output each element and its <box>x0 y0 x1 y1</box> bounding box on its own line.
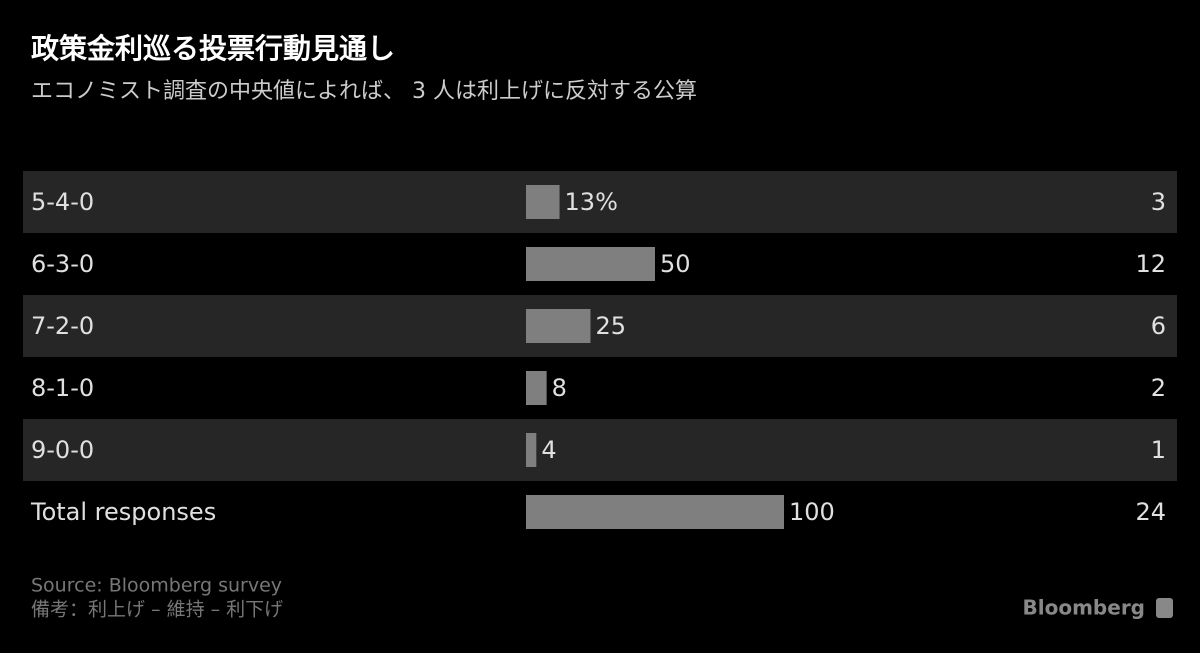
note: 備考：利上げ – 維持 – 利下げ <box>31 599 283 621</box>
count: 3 <box>1151 188 1166 216</box>
value-label: 8 <box>552 374 567 402</box>
count: 12 <box>1135 250 1166 278</box>
count: 2 <box>1151 374 1166 402</box>
value-label: 4 <box>541 436 556 464</box>
row-label: 7-2-0 <box>31 312 94 340</box>
row-label: Total responses <box>30 498 216 526</box>
value-label: 25 <box>596 312 627 340</box>
chart-title: 政策金利巡る投票行動見通し <box>31 32 395 65</box>
bar <box>526 185 560 219</box>
value-label: 50 <box>660 250 691 278</box>
count: 6 <box>1151 312 1166 340</box>
row-background <box>23 419 1177 481</box>
row-label: 8-1-0 <box>31 374 94 402</box>
count: 1 <box>1151 436 1166 464</box>
row-label: 9-0-0 <box>31 436 94 464</box>
bar <box>526 371 547 405</box>
count: 24 <box>1135 498 1166 526</box>
bar <box>526 247 655 281</box>
bar <box>526 433 537 467</box>
row-label: 5-4-0 <box>31 188 94 216</box>
row-background <box>23 295 1177 357</box>
bar <box>526 309 591 343</box>
logo: Bloomberg <box>1023 596 1145 620</box>
logo-icon <box>1156 598 1173 618</box>
bar <box>526 495 784 529</box>
chart-subtitle: エコノミスト調査の中央値によれば、 3 人は利上げに反対する公算 <box>31 79 697 104</box>
value-label: 13% <box>565 188 618 216</box>
source: Source: Bloomberg survey <box>31 575 282 597</box>
row-background <box>23 171 1177 233</box>
value-label: 100 <box>789 498 835 526</box>
row-label: 6-3-0 <box>31 250 94 278</box>
